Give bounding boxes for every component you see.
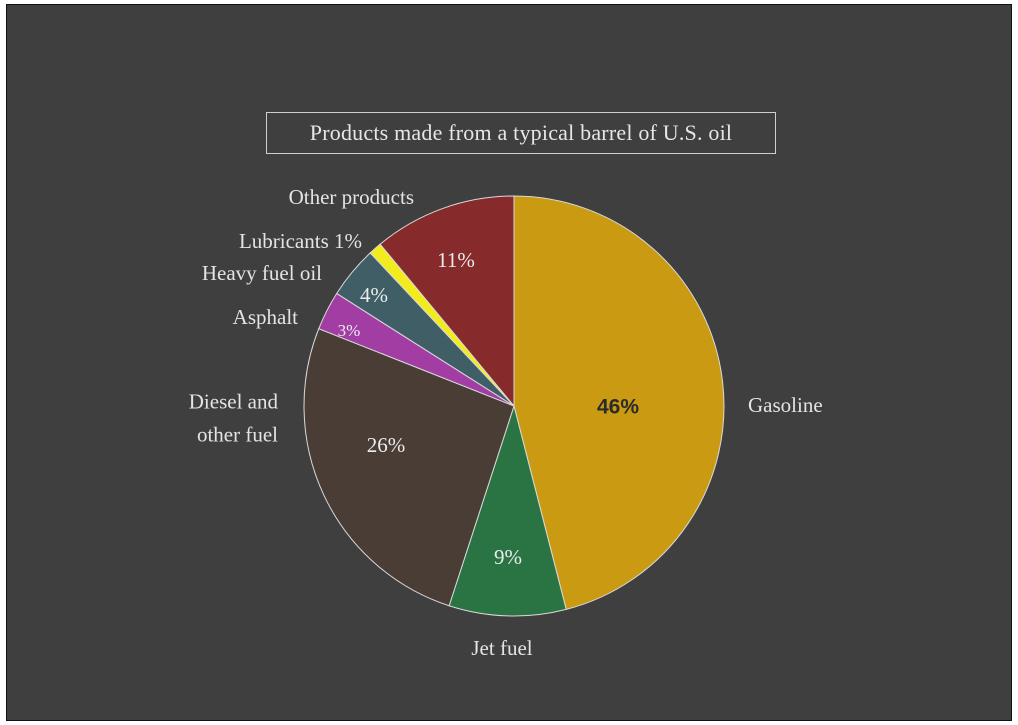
pie-slice-diesel-and-other-fuel	[303, 328, 515, 607]
slice-category-label: Asphalt	[233, 305, 298, 329]
pie-slice-gasoline	[513, 195, 725, 611]
slice-category-label: Heavy fuel oil	[202, 261, 322, 285]
slice-value-label: 26%	[367, 433, 406, 457]
slice-category-label: Lubricants 1%	[239, 229, 362, 253]
pie-slice-jet-fuel	[448, 404, 567, 617]
slice-category-label: Jet fuel	[471, 636, 532, 660]
slice-value-label: 46%	[597, 396, 639, 419]
slice-value-label: 4%	[360, 283, 388, 307]
slice-category-label: Diesel and other fuel	[189, 389, 279, 446]
slice-category-label: Gasoline	[748, 393, 823, 417]
chart-title: Products made from a typical barrel of U…	[266, 112, 776, 154]
slice-value-label: 3%	[338, 321, 361, 340]
slice-value-label: 11%	[437, 248, 475, 272]
pie-slice-other-products	[379, 195, 515, 408]
slice-value-label: 9%	[494, 545, 522, 569]
slice-category-label: Other products	[289, 185, 414, 209]
